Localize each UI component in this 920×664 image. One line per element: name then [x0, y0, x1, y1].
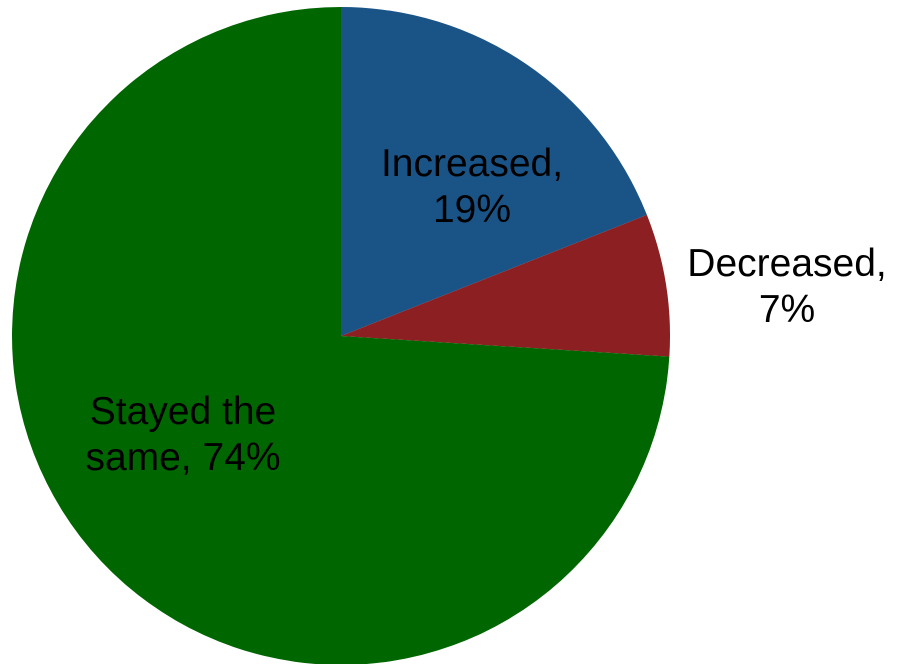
pie-slices: [12, 6, 670, 664]
slice-label-stayed-the-same: Stayed the same, 74%: [85, 390, 280, 479]
slice-label-line: 19%: [433, 188, 511, 231]
pie-slice-stayed-the-same: [12, 7, 670, 664]
pie-slice-decreased: [341, 214, 670, 357]
slice-label-decreased: Decreased, 7%: [687, 242, 886, 331]
slice-label-line: Stayed the: [90, 390, 276, 433]
slice-label-increased: Increased, 19%: [381, 142, 563, 231]
slice-label-line: Increased,: [381, 142, 563, 185]
pie-labels: Increased, 19% Decreased, 7% Stayed the same,…: [85, 142, 886, 479]
slice-label-line: same, 74%: [85, 436, 280, 479]
slice-label-line: 7%: [759, 288, 815, 331]
pie-slice-increased: [341, 6, 647, 336]
slice-label-line: Decreased,: [687, 242, 886, 285]
